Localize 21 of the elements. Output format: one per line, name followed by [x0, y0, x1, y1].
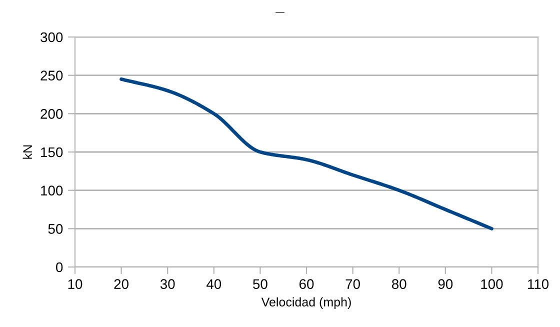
x-tick-label: 90	[438, 279, 453, 290]
x-tick-label: 110	[528, 279, 549, 290]
y-tick-label: 250	[40, 70, 63, 81]
y-tick-label: 50	[48, 224, 63, 234]
y-tick-label: 200	[40, 109, 63, 119]
x-tick-label: 70	[346, 279, 360, 290]
y-tick-label: 150	[41, 147, 63, 158]
x-tick-label: 10	[68, 279, 82, 290]
y-tick-label: 300	[40, 32, 63, 42]
x-tick-label: 40	[206, 279, 222, 290]
x-tick-label: 30	[160, 279, 175, 290]
y-tick-label: 100	[41, 186, 63, 196]
chart-title: _	[276, 12, 284, 13]
y-tick-label: 0	[56, 262, 63, 272]
x-tick-label: 60	[299, 279, 314, 290]
x-axis-title: Velocidad (mph)	[261, 297, 351, 309]
x-tick-label: 100	[481, 279, 503, 290]
x-tick-label: 80	[392, 279, 406, 290]
x-tick-label: 50	[253, 279, 268, 290]
y-axis-title: kN	[22, 145, 32, 159]
x-tick-label: 20	[114, 279, 128, 290]
